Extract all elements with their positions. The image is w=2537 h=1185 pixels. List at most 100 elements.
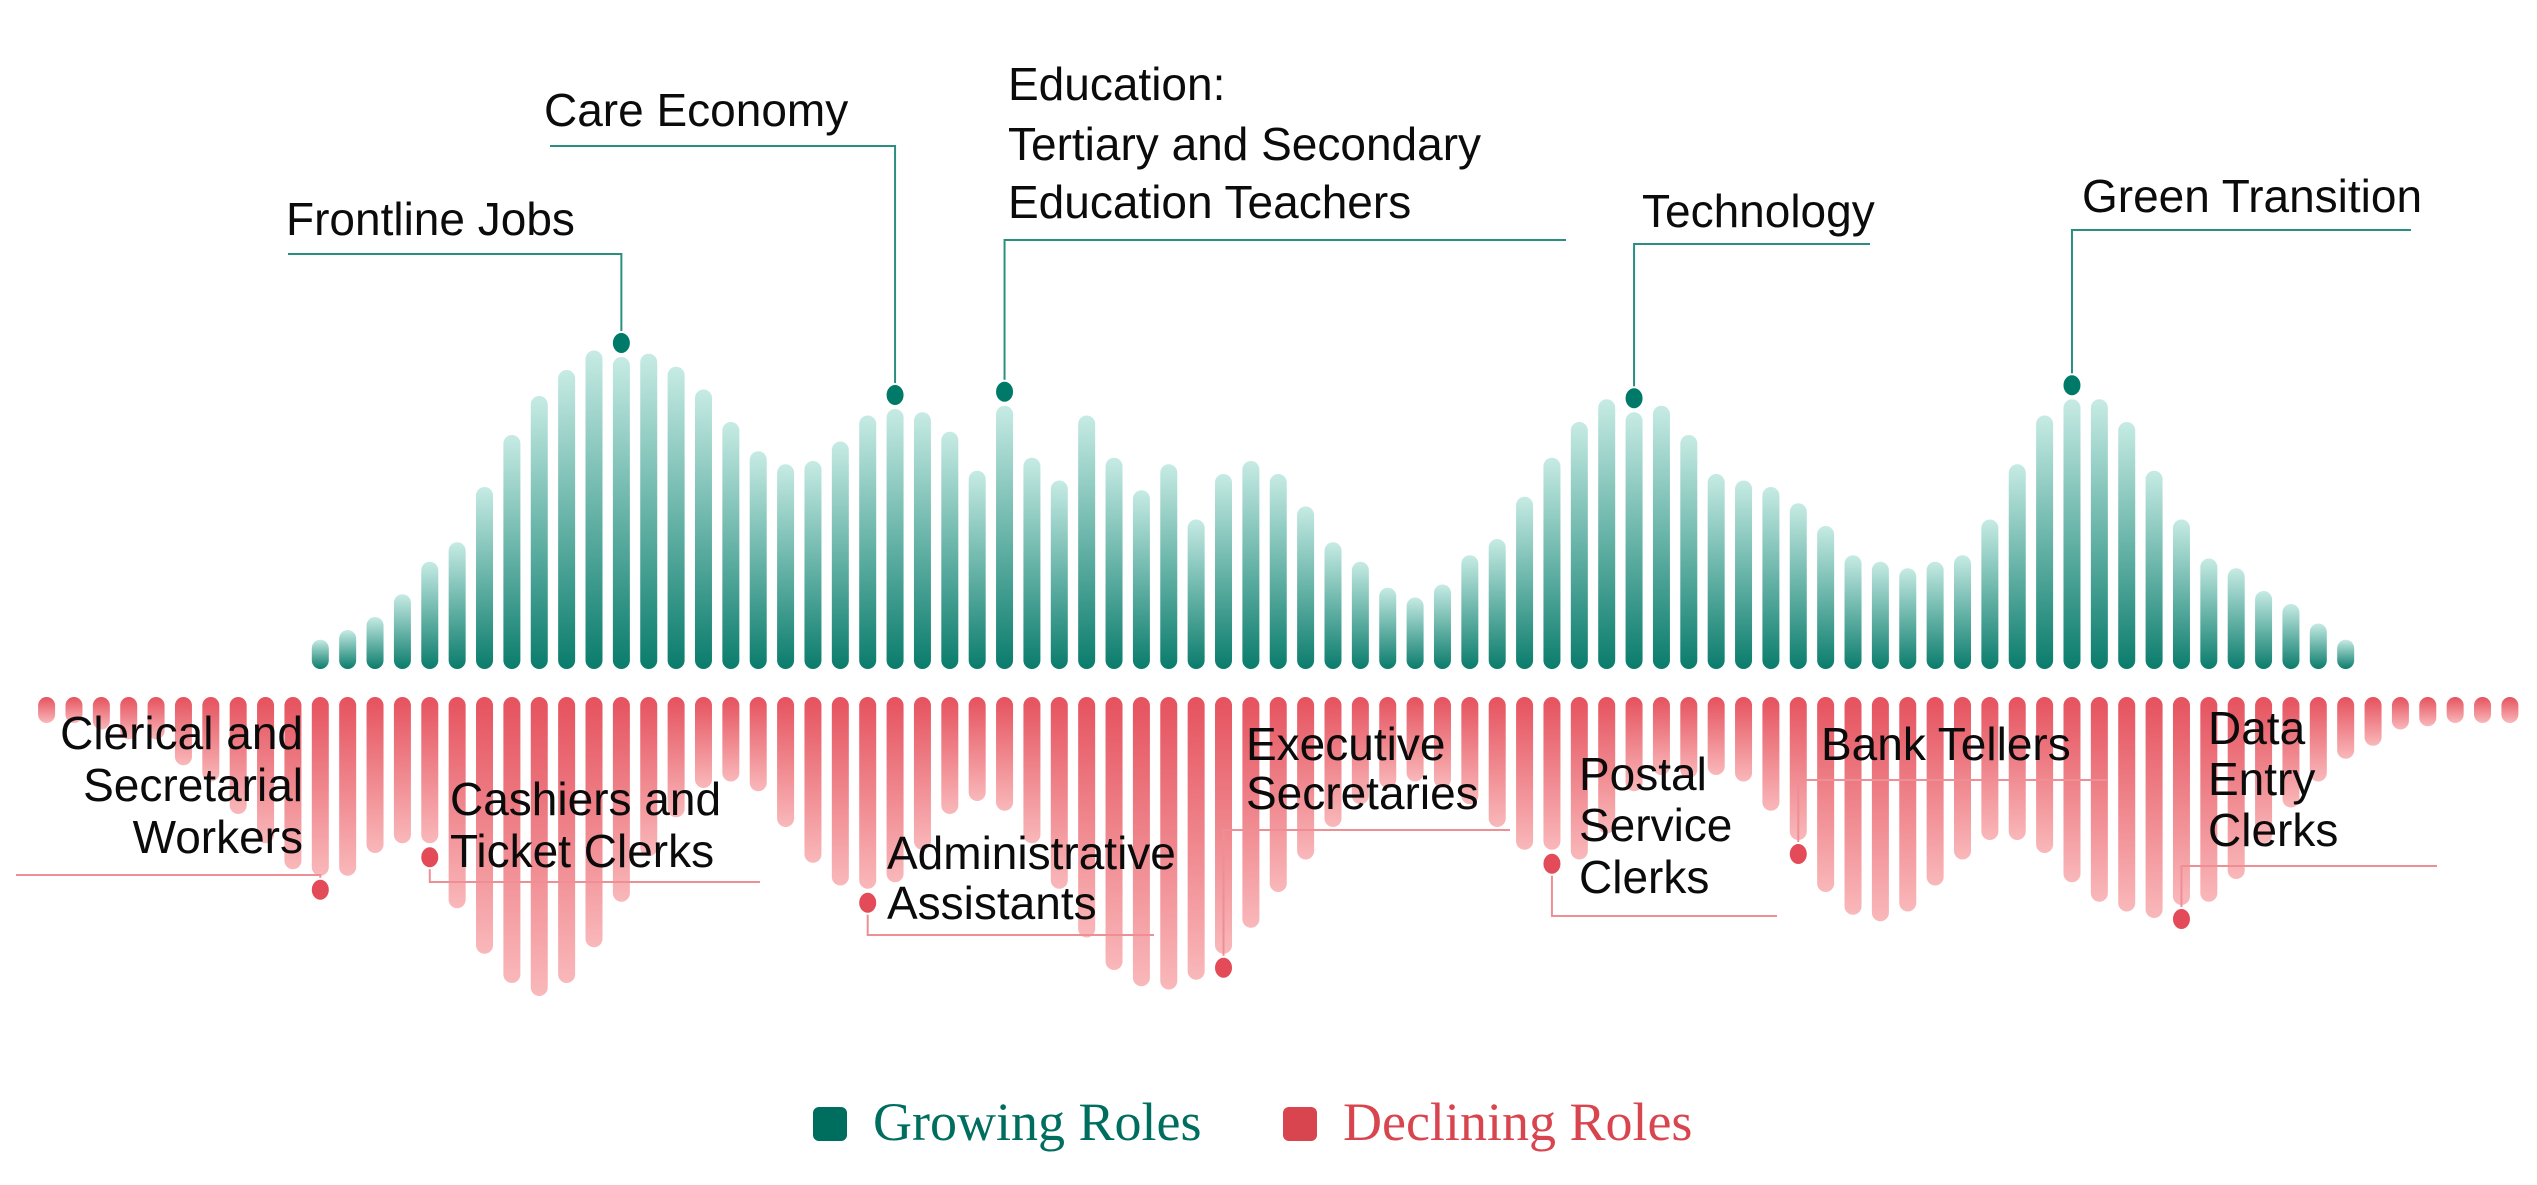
declining-bar	[913, 697, 931, 850]
growing-bar	[2172, 519, 2190, 669]
declining-bar	[2227, 697, 2245, 879]
declining-bar	[831, 697, 849, 886]
growing-bar	[1160, 464, 1178, 669]
growing-bar	[1680, 435, 1698, 669]
declining-bar	[421, 697, 439, 844]
declining-bar	[147, 697, 165, 740]
growing-bar	[1297, 506, 1315, 669]
declining-bar	[749, 697, 767, 792]
declining-bar	[1242, 697, 1260, 928]
declining-bar	[2063, 697, 2081, 883]
declining-bar	[804, 697, 822, 863]
marker-dot	[309, 877, 331, 902]
leader-line	[1633, 243, 1870, 399]
declining-bar	[2008, 697, 2026, 840]
growing-bar	[1379, 587, 1397, 669]
annotation: Frontline Jobs	[286, 193, 632, 355]
declining-bar	[1297, 697, 1315, 860]
declining-bar	[2474, 697, 2492, 723]
declining-bar	[311, 697, 329, 876]
declining-bar	[393, 697, 411, 844]
growing-bar	[1762, 487, 1780, 669]
growing-bar	[421, 561, 439, 669]
declining-bar	[2364, 697, 2382, 746]
growing-bar	[1242, 461, 1260, 669]
growing-bar	[1132, 490, 1150, 669]
growing-bar	[2008, 464, 2026, 669]
growing-bar	[777, 464, 795, 669]
declining-bar	[2255, 697, 2273, 844]
declining-bar	[1078, 697, 1096, 938]
growing-bar	[2063, 399, 2081, 669]
annotation-label: Cashiers and	[450, 773, 721, 825]
growing-bar	[2200, 558, 2218, 669]
declining-bar	[1844, 697, 1862, 915]
growing-bar	[694, 389, 712, 669]
declining-bar	[1954, 697, 1971, 860]
growing-bar	[886, 409, 904, 669]
growing-bar	[804, 461, 822, 669]
growing-bar	[1215, 474, 1233, 669]
growing-bar	[339, 630, 357, 669]
annotation-label: Clerks	[2208, 804, 2338, 856]
declining-bar	[1981, 697, 1999, 840]
growing-bar	[913, 412, 931, 669]
declining-bar	[2118, 697, 2136, 912]
growing-bar	[1707, 474, 1725, 669]
annotation-label: Service	[1579, 799, 1732, 851]
growing-bar	[1735, 480, 1753, 669]
leader-line	[1222, 829, 1510, 968]
marker-dot	[1787, 842, 1809, 866]
bars-group	[38, 350, 2519, 996]
annotation-label: Postal	[1579, 748, 1707, 800]
declining-bar	[1871, 697, 1889, 922]
growing-bar	[2036, 415, 2054, 669]
annotation-label: Secretarial	[83, 759, 303, 811]
growing-bar	[2282, 604, 2300, 669]
annotation-label: Assistants	[887, 877, 1097, 929]
legend: Growing Roles Declining Roles	[813, 1092, 1692, 1152]
declining-bar	[65, 697, 83, 723]
declining-bar	[1132, 697, 1150, 987]
annotation-label: Green Transition	[2082, 170, 2422, 222]
declining-bar	[1433, 697, 1451, 788]
declining-bar	[1707, 697, 1725, 775]
leader-line	[2070, 229, 2411, 386]
declining-bar	[2200, 697, 2218, 902]
annotation-label: Administrative	[887, 827, 1176, 879]
leader-line	[1003, 239, 1566, 392]
declining-bar	[886, 697, 904, 883]
growing-bar	[1789, 503, 1807, 669]
growing-bar	[1817, 526, 1835, 669]
annotation-label: Tertiary and Secondary	[1008, 118, 1481, 170]
marker-dot	[610, 331, 632, 355]
growing-bar	[1543, 457, 1561, 669]
declining-bar	[1735, 697, 1753, 782]
declining-bar	[1105, 697, 1123, 970]
leader-line	[550, 145, 897, 395]
declining-bar	[996, 697, 1014, 811]
declining-bar	[120, 697, 138, 740]
growing-bar	[667, 366, 685, 669]
declining-bar	[722, 697, 740, 782]
annotation-label: Education Teachers	[1008, 176, 1411, 228]
declining-bar	[2391, 697, 2409, 730]
declining-bar	[1543, 697, 1561, 850]
declining-bar	[1926, 697, 1944, 886]
declining-bar	[1625, 697, 1643, 792]
legend-label: Declining Roles	[1343, 1092, 1692, 1152]
declining-bar	[558, 697, 576, 983]
annotation-label: Workers	[133, 811, 303, 863]
growing-bar	[1433, 584, 1451, 669]
declining-bar	[968, 697, 986, 801]
growing-bar	[2309, 623, 2327, 669]
declining-bar	[667, 697, 685, 818]
growing-bar	[311, 639, 329, 669]
growing-bar	[1516, 496, 1534, 669]
growing-bar	[612, 357, 630, 669]
